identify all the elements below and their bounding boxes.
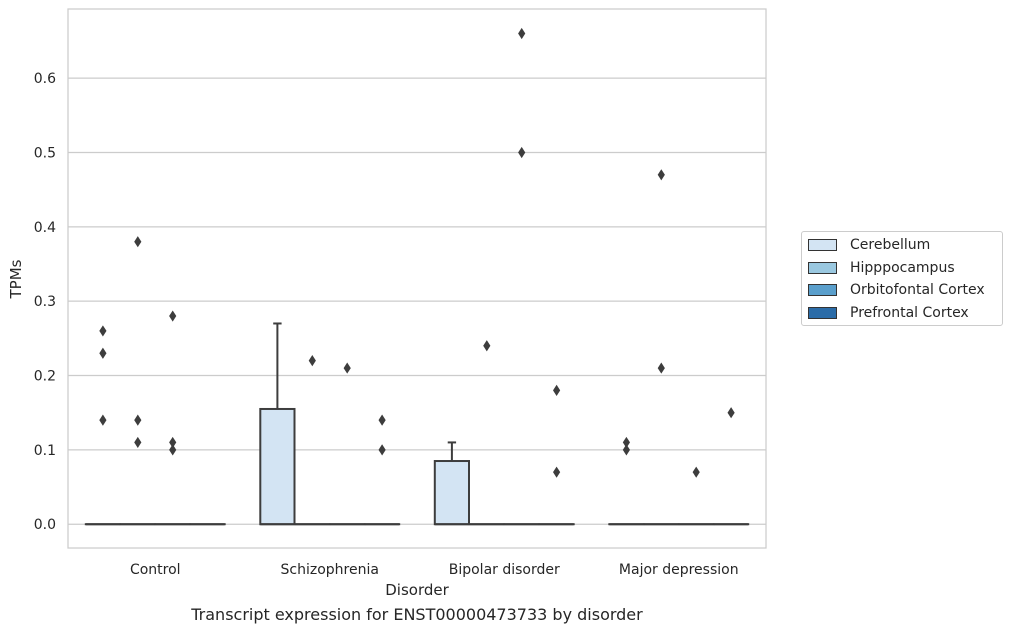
outlier-point <box>134 414 142 426</box>
y-tick-label: 0.0 <box>34 517 56 533</box>
outlier-point <box>692 466 700 478</box>
outlier-point <box>483 340 491 352</box>
legend-swatch <box>808 284 837 296</box>
y-tick-label: 0.1 <box>34 443 56 459</box>
legend-swatch <box>808 261 837 274</box>
outlier-point <box>622 444 630 456</box>
box <box>259 407 296 526</box>
legend-label: Cerebellum <box>850 237 931 253</box>
outlier-point <box>169 310 177 322</box>
x-tick-labels: Control Schizophrenia Bipolar disorder Majo… <box>130 562 739 578</box>
legend-item: Hipppocampus <box>808 260 955 276</box>
box <box>433 460 471 526</box>
legend-item: Prefrontal Cortex <box>808 305 969 321</box>
outlier-point <box>343 362 351 374</box>
outlier-point <box>169 436 177 449</box>
outlier-point <box>169 444 177 456</box>
outlier-point <box>553 384 561 396</box>
outlier-point <box>657 169 665 181</box>
outlier-point <box>518 27 526 40</box>
outlier-point <box>553 466 561 478</box>
legend-swatch <box>808 239 837 251</box>
x-tick-label: Bipolar disorder <box>449 562 560 578</box>
outlier-point <box>99 414 107 426</box>
y-tick-label: 0.2 <box>34 369 56 385</box>
legend-label: Hipppocampus <box>850 259 955 276</box>
outlier-point <box>99 325 107 337</box>
legend-swatch <box>808 306 837 319</box>
legend-item: Orbitofontal Cortex <box>808 282 985 298</box>
outlier-point <box>727 407 735 419</box>
y-tick-labels: 0.0 0.1 0.2 0.3 0.4 0.5 0.6 <box>34 71 56 533</box>
y-tick-label: 0.4 <box>34 220 56 236</box>
box-marks <box>84 322 750 526</box>
outlier-point <box>657 362 665 374</box>
x-tick-label: Control <box>130 562 181 578</box>
legend-label: Orbitofontal Cortex <box>850 282 985 298</box>
outlier-point <box>622 436 630 449</box>
legend: Cerebellum Hipppocampus Orbitofontal Corte… <box>801 231 1003 326</box>
y-tick-label: 0.6 <box>34 71 56 87</box>
x-tick-label: Major depression <box>619 562 739 578</box>
outlier-point <box>134 436 142 449</box>
grid-lines <box>68 77 766 525</box>
x-axis-label: Disorder <box>385 581 449 599</box>
outlier-point <box>308 355 316 367</box>
legend-label: Prefrontal Cortex <box>850 304 969 321</box>
x-tick-label: Schizophrenia <box>281 562 379 578</box>
y-tick-label: 0.3 <box>34 294 56 310</box>
outlier-point <box>99 347 107 359</box>
outlier-point <box>518 146 526 159</box>
y-tick-label: 0.5 <box>34 145 56 161</box>
outlier-point <box>378 444 386 456</box>
outlier-point <box>378 414 386 426</box>
outlier-marks <box>99 27 735 478</box>
legend-item: Cerebellum <box>808 237 930 253</box>
plot-frame <box>67 8 767 549</box>
outlier-point <box>134 236 142 248</box>
y-axis-label: TPMs <box>7 259 25 299</box>
chart-caption: Transcript expression for ENST0000047373… <box>191 605 643 624</box>
